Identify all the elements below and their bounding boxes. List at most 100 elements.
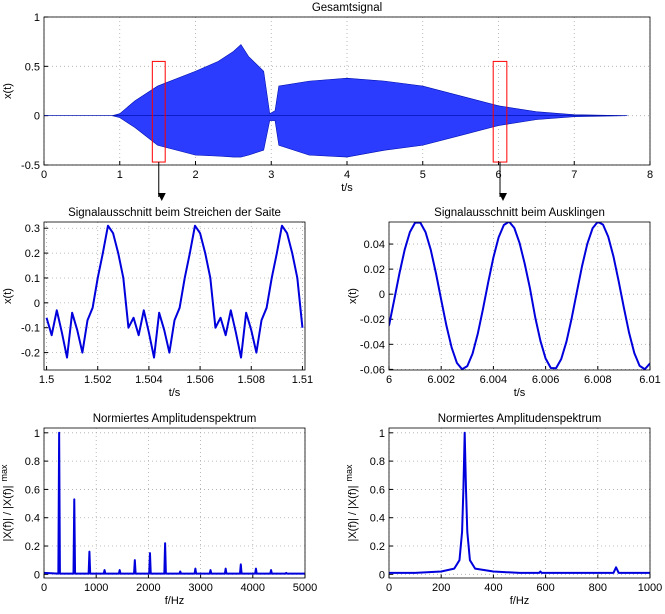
- y-axis-label-main: |X(f)| / |X(f)|: [2, 485, 14, 541]
- signal-line: [44, 431, 305, 575]
- x-tick-label: 6: [386, 374, 392, 386]
- y-axis-label: x(t): [2, 83, 14, 99]
- signal-envelope: [44, 44, 628, 116]
- y-tick-label: -0.06: [360, 364, 385, 376]
- plot-area: [44, 428, 305, 578]
- y-tick-label: 0.5: [25, 61, 40, 73]
- axes-frame: [43, 221, 306, 371]
- x-tick-label: 6.002: [427, 374, 455, 386]
- y-tick-label: 0.4: [25, 513, 40, 525]
- x-tick-label: 1000: [638, 582, 662, 594]
- y-tick-label: 0.04: [364, 239, 385, 251]
- axes-frame: [388, 221, 651, 371]
- y-tick-label: 0: [34, 298, 40, 310]
- signal-line: [389, 431, 650, 574]
- signal-envelope: [44, 115, 628, 158]
- plot-content: [44, 44, 628, 158]
- y-axis-label: x(t): [2, 288, 14, 304]
- plot-area: [389, 428, 650, 578]
- x-tick-label: 6.004: [480, 374, 508, 386]
- plot-area: [44, 222, 305, 370]
- y-axis-label-sub: max: [344, 464, 354, 482]
- y-tick-label: 0.3: [25, 223, 40, 235]
- x-tick-label: 0: [386, 582, 392, 594]
- plot-content: [389, 222, 650, 370]
- y-tick-label: 0: [379, 289, 385, 301]
- y-axis-label: |X(f)| / |X(f)| max: [344, 464, 359, 542]
- x-tick-label: 1.504: [135, 374, 163, 386]
- x-tick-label: 4000: [241, 582, 265, 594]
- plot-content: [45, 224, 304, 359]
- x-axis-label: f/Hz: [165, 595, 185, 607]
- x-tick-label: 1.5: [39, 374, 54, 386]
- y-tick-label: 0.2: [370, 541, 385, 553]
- x-tick-label: 5000: [293, 582, 317, 594]
- x-tick-label: 1.502: [84, 374, 112, 386]
- chart-title: Normiertes Amplitudenspektrum: [93, 413, 257, 425]
- y-tick-label: -0.04: [360, 339, 385, 351]
- y-tick-label: 0.6: [370, 484, 385, 496]
- x-tick-label: 1.51: [292, 374, 313, 386]
- y-tick-label: 1: [379, 428, 385, 440]
- x-tick-label: 600: [536, 582, 554, 594]
- y-tick-label: 0.1: [25, 273, 40, 285]
- x-axis-label: t/s: [514, 387, 526, 399]
- chart-title: Normiertes Amplitudenspektrum: [438, 413, 602, 425]
- y-tick-label: -0.5: [21, 160, 40, 172]
- y-tick-label: 0.2: [25, 248, 40, 260]
- y-tick-label: -0.1: [21, 323, 40, 335]
- axes-frame: [388, 427, 651, 579]
- x-tick-label: 2000: [136, 582, 160, 594]
- chart-title: Signalausschnitt beim Ausklingen: [434, 207, 605, 219]
- y-tick-label: 0.8: [370, 456, 385, 468]
- y-tick-label: 0.2: [25, 541, 40, 553]
- axes-frame: [43, 16, 651, 166]
- x-tick-label: 400: [484, 582, 502, 594]
- plot-content: [389, 431, 650, 574]
- x-tick-label: 200: [432, 582, 450, 594]
- y-tick-label: -0.2: [21, 348, 40, 360]
- x-tick-label: 7: [571, 169, 577, 181]
- x-tick-label: 1.508: [237, 374, 265, 386]
- x-tick-label: 800: [589, 582, 607, 594]
- x-tick-label: 0: [41, 169, 47, 181]
- chart-title: Gesamtsignal: [312, 2, 382, 14]
- x-tick-label: 2: [192, 169, 198, 181]
- x-tick-label: 1000: [84, 582, 108, 594]
- x-axis-label: t/s: [341, 182, 353, 194]
- x-tick-label: 3: [268, 169, 274, 181]
- x-tick-label: 6.006: [532, 374, 560, 386]
- y-axis-label: x(t): [347, 288, 359, 304]
- x-tick-label: 6: [495, 169, 501, 181]
- chart-title: Signalausschnitt beim Streichen der Sait…: [68, 207, 281, 219]
- y-tick-label: 0.4: [370, 513, 385, 525]
- y-tick-label: -0.02: [360, 314, 385, 326]
- x-tick-label: 0: [41, 582, 47, 594]
- axes-frame: [43, 427, 306, 579]
- y-axis-label-main: x(t): [347, 288, 359, 304]
- y-tick-label: 0.8: [25, 456, 40, 468]
- y-tick-label: 1: [34, 12, 40, 24]
- x-tick-label: 5: [420, 169, 426, 181]
- y-tick-label: 0.6: [25, 484, 40, 496]
- y-axis-label-sub: max: [0, 464, 9, 482]
- x-tick-label: 8: [647, 169, 653, 181]
- y-axis-label-main: x(t): [2, 83, 14, 99]
- x-tick-label: 6.008: [584, 374, 612, 386]
- signal-line: [45, 224, 304, 359]
- x-tick-label: 3000: [188, 582, 212, 594]
- plot-content: [44, 431, 305, 575]
- y-axis-label-main: |X(f)| / |X(f)|: [347, 485, 359, 541]
- y-tick-label: 0.02: [364, 264, 385, 276]
- x-tick-label: 6.01: [639, 374, 660, 386]
- x-axis-label: f/Hz: [510, 595, 530, 607]
- x-axis-label: t/s: [169, 387, 181, 399]
- y-tick-label: 0: [34, 569, 40, 581]
- x-tick-label: 1: [117, 169, 123, 181]
- y-axis-label-main: x(t): [2, 288, 14, 304]
- y-tick-label: 0: [379, 569, 385, 581]
- signal-line: [389, 222, 650, 370]
- y-tick-label: 0: [34, 111, 40, 123]
- y-axis-label: |X(f)| / |X(f)| max: [0, 464, 14, 542]
